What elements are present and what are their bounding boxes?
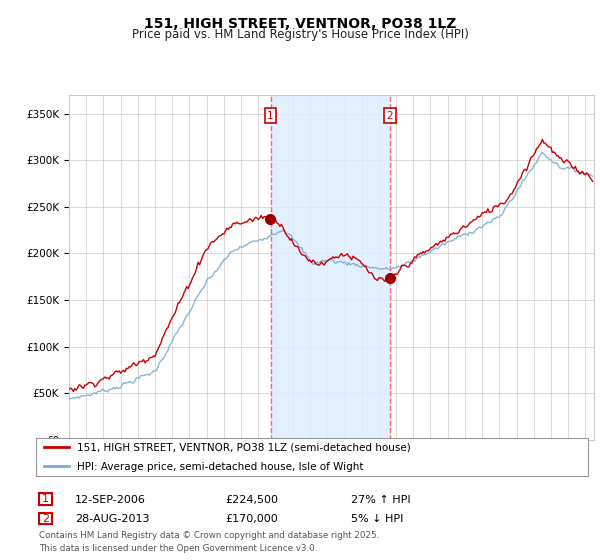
Text: 12-SEP-2006: 12-SEP-2006 [75,494,146,505]
Text: 2: 2 [42,514,49,524]
Text: 151, HIGH STREET, VENTNOR, PO38 1LZ (semi-detached house): 151, HIGH STREET, VENTNOR, PO38 1LZ (sem… [77,442,411,452]
Text: 28-AUG-2013: 28-AUG-2013 [75,514,149,524]
Text: Price paid vs. HM Land Registry's House Price Index (HPI): Price paid vs. HM Land Registry's House … [131,28,469,41]
Text: £170,000: £170,000 [225,514,278,524]
Bar [271,95,390,440]
Text: 5% ↓ HPI: 5% ↓ HPI [351,514,403,524]
Text: 27% ↑ HPI: 27% ↑ HPI [351,494,410,505]
Text: £224,500: £224,500 [225,494,278,505]
Text: HPI: Average price, semi-detached house, Isle of Wight: HPI: Average price, semi-detached house,… [77,462,364,472]
Text: 1: 1 [42,494,49,504]
Text: Contains HM Land Registry data © Crown copyright and database right 2025.
This d: Contains HM Land Registry data © Crown c… [39,531,379,553]
Text: 151, HIGH STREET, VENTNOR, PO38 1LZ: 151, HIGH STREET, VENTNOR, PO38 1LZ [144,17,456,31]
Text: 2: 2 [386,111,393,120]
Text: 1: 1 [267,111,274,120]
